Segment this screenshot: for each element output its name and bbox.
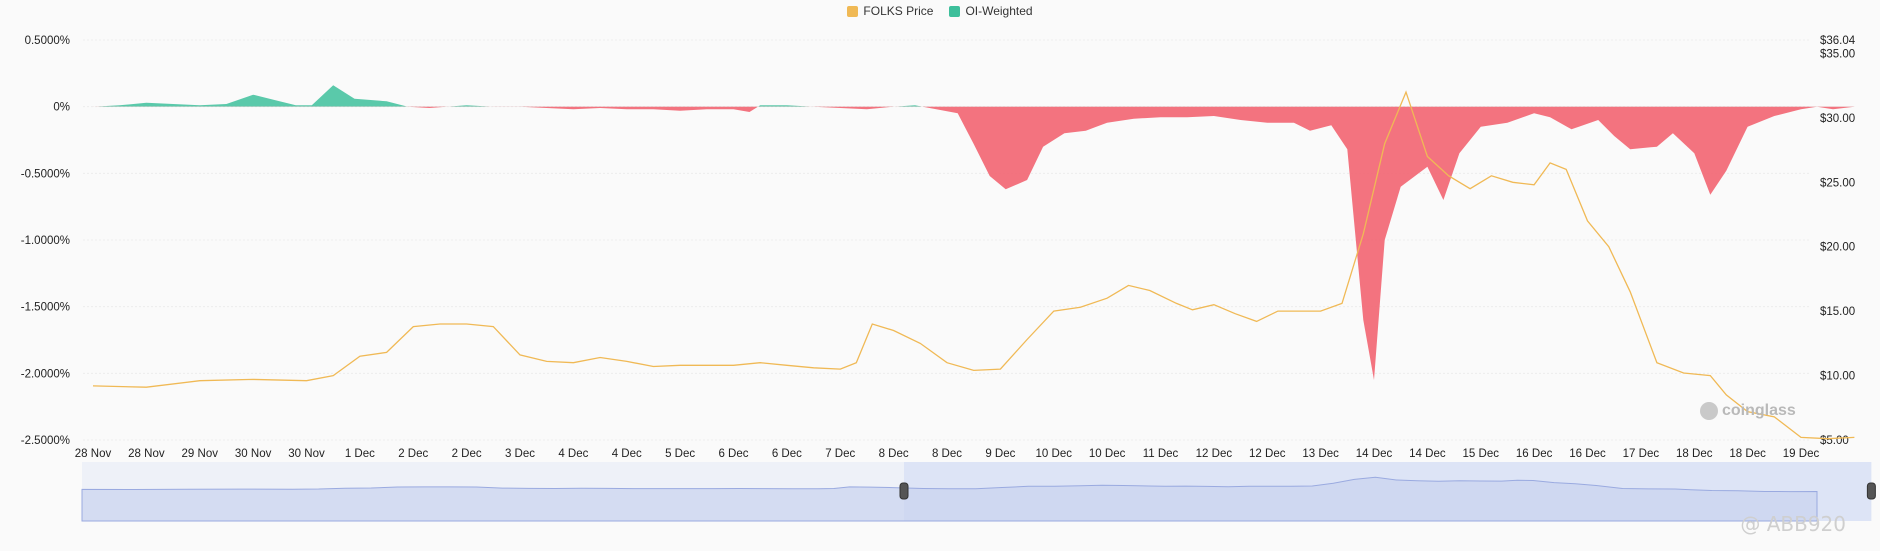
right-axis-tick-label: $25.00 bbox=[1820, 177, 1855, 189]
x-axis-tick-label: 30 Nov bbox=[288, 448, 325, 460]
left-axis-tick-label: 0% bbox=[53, 102, 70, 114]
right-axis-tick-label: $10.00 bbox=[1820, 371, 1855, 383]
legend-swatch-price bbox=[847, 5, 859, 17]
left-axis-tick-label: 0.5000% bbox=[25, 35, 70, 47]
x-axis-tick-label: 29 Nov bbox=[182, 448, 219, 460]
coinglass-logo-icon bbox=[1700, 402, 1718, 420]
x-axis-tick-label: 8 Dec bbox=[879, 448, 909, 460]
x-axis-tick-label: 12 Dec bbox=[1196, 448, 1233, 460]
price-line bbox=[92, 90, 1855, 440]
x-axis-tick-label: 18 Dec bbox=[1676, 448, 1713, 460]
legend-label-funding: OI-Weighted bbox=[965, 4, 1033, 18]
right-axis-tick-label: $36.04 bbox=[1820, 35, 1856, 47]
chart-legend: FOLKS Price OI-Weighted bbox=[0, 4, 1880, 18]
x-axis-tick-label: 4 Dec bbox=[558, 448, 588, 460]
legend-label-price: FOLKS Price bbox=[863, 4, 934, 18]
x-axis-tick-label: 10 Dec bbox=[1089, 448, 1126, 460]
right-axis-tick-label: $5.00 bbox=[1820, 435, 1849, 447]
x-axis-tick-label: 7 Dec bbox=[825, 448, 855, 460]
left-axis-tick-label: -2.0000% bbox=[21, 368, 70, 380]
left-axis-tick-label: -2.5000% bbox=[21, 435, 70, 447]
x-axis-tick-label: 5 Dec bbox=[665, 448, 695, 460]
x-axis-tick-label: 2 Dec bbox=[452, 448, 482, 460]
x-axis-tick-label: 15 Dec bbox=[1463, 448, 1500, 460]
left-axis-tick-label: -1.0000% bbox=[21, 235, 70, 247]
x-axis-tick-label: 12 Dec bbox=[1249, 448, 1286, 460]
x-axis-tick-label: 8 Dec bbox=[932, 448, 962, 460]
x-axis-tick-label: 3 Dec bbox=[505, 448, 535, 460]
navigator-handle-left bbox=[899, 482, 909, 500]
watermark: @ ABB920 bbox=[1740, 512, 1846, 536]
navigator-mini-series bbox=[81, 476, 1818, 522]
funding-area-positive bbox=[93, 85, 923, 107]
x-axis-tick-label: 16 Dec bbox=[1569, 448, 1606, 460]
right-axis-tick-label: $35.00 bbox=[1820, 48, 1855, 60]
right-axis-tick-label: $15.00 bbox=[1820, 306, 1855, 318]
x-axis-tick-label: 6 Dec bbox=[772, 448, 802, 460]
x-axis-tick-label: 10 Dec bbox=[1036, 448, 1073, 460]
x-axis-tick-label: 28 Nov bbox=[128, 448, 165, 460]
x-axis-tick-label: 19 Dec bbox=[1783, 448, 1820, 460]
x-axis-tick-label: 17 Dec bbox=[1623, 448, 1660, 460]
x-axis-tick-label: 30 Nov bbox=[235, 448, 272, 460]
x-axis-tick-label: 28 Nov bbox=[75, 448, 112, 460]
right-axis-tick-label: $30.00 bbox=[1820, 113, 1855, 125]
navigator-handle-right bbox=[1866, 482, 1876, 500]
legend-item-funding[interactable]: OI-Weighted bbox=[949, 4, 1033, 18]
x-axis-tick-label: 2 Dec bbox=[398, 448, 428, 460]
legend-item-price[interactable]: FOLKS Price bbox=[847, 4, 933, 18]
x-axis-tick-label: 9 Dec bbox=[985, 448, 1015, 460]
x-axis-tick-label: 13 Dec bbox=[1302, 448, 1339, 460]
coinglass-logo: coinglass bbox=[1700, 402, 1796, 420]
legend-swatch-funding bbox=[949, 5, 961, 17]
x-axis-tick-label: 1 Dec bbox=[345, 448, 375, 460]
x-axis-tick-label: 16 Dec bbox=[1516, 448, 1553, 460]
x-axis-tick-label: 6 Dec bbox=[718, 448, 748, 460]
x-axis-tick-label: 14 Dec bbox=[1356, 448, 1393, 460]
coinglass-logo-text: coinglass bbox=[1722, 402, 1796, 419]
x-axis-tick-label: 18 Dec bbox=[1729, 448, 1766, 460]
x-axis-tick-label: 4 Dec bbox=[612, 448, 642, 460]
funding-area-negative bbox=[93, 106, 1855, 380]
x-axis-tick-label: 14 Dec bbox=[1409, 448, 1446, 460]
right-axis-tick-label: $20.00 bbox=[1820, 242, 1855, 254]
left-axis-tick-label: -1.5000% bbox=[21, 302, 70, 314]
left-axis-tick-label: -0.5000% bbox=[21, 168, 70, 180]
x-axis-tick-label: 11 Dec bbox=[1143, 448, 1179, 460]
